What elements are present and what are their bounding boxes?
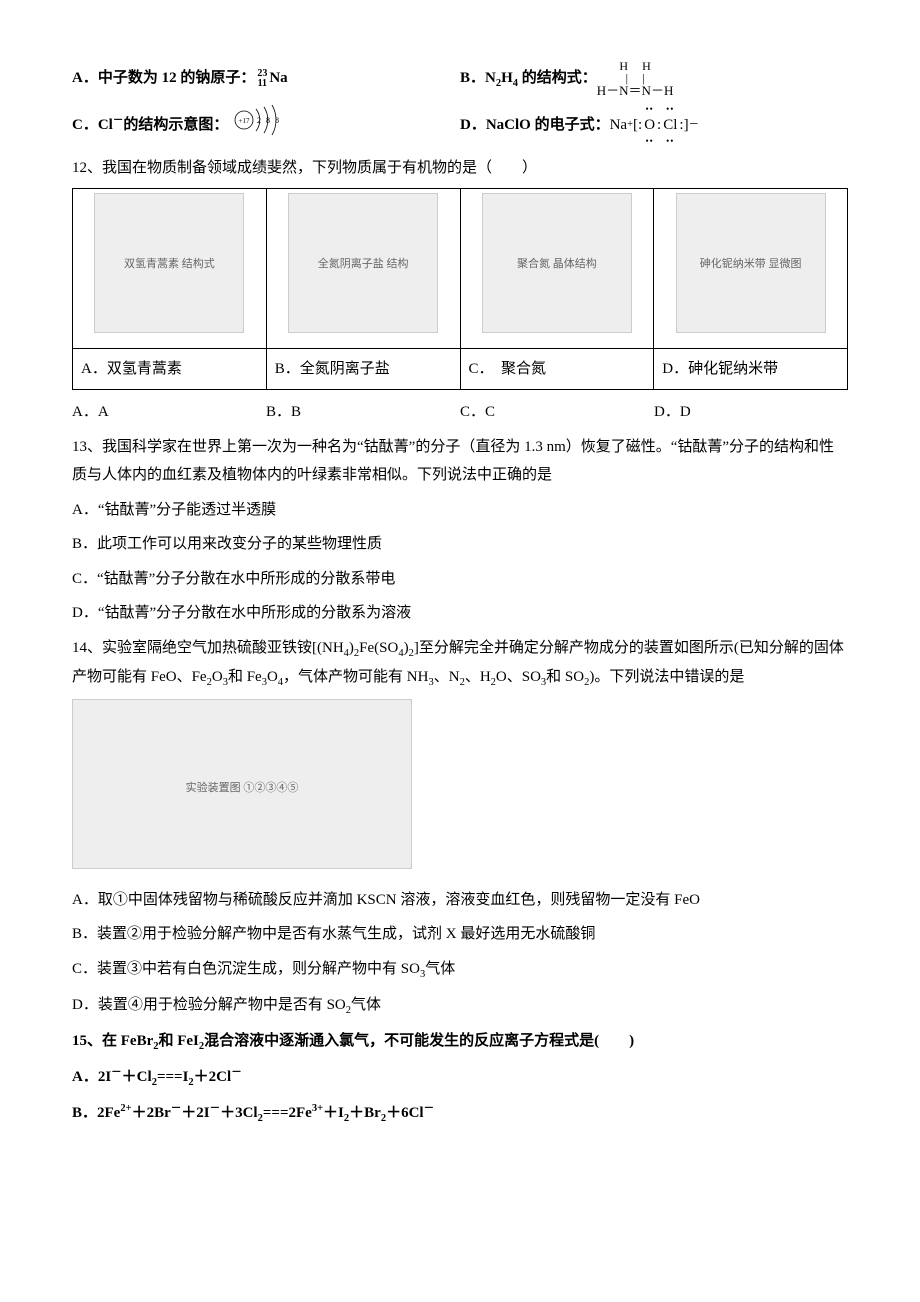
svg-text:8: 8 [275, 116, 279, 125]
cl-anion-diagram: +17 2 8 8 [228, 103, 298, 148]
naclo-lewis: Na+ [ : ••O•• : ••Cl•• : ]－ [610, 111, 699, 140]
q12-stem: 12、我国在物质制备领域成绩斐然，下列物质属于有机物的是（ ） [72, 154, 848, 183]
q13-opt-c: C．“钴酞菁”分子分散在水中所形成的分散系带电 [72, 565, 848, 594]
cl-nucleus: +17 [239, 117, 250, 125]
q11-opt-c: C．Cl－的结构示意图： +17 2 8 8 [72, 103, 460, 148]
q14-opt-d: D．装置④用于检验分解产物中是否有 SO2气体 [72, 991, 848, 1021]
q12-img-a: 双氢青蒿素 结构式 [73, 189, 267, 349]
q11-opt-d: D．NaClO 的电子式： Na+ [ : ••O•• : ••Cl•• : ]… [460, 111, 848, 140]
q12-cell-d: D．砷化铌纳米带 [654, 348, 848, 390]
q11-opt-b: B．N2H4 的结构式： HH || H－N＝N－H [460, 60, 848, 97]
q14-stem: 14、实验室隔绝空气加热硫酸亚铁铵[(NH4)2Fe(SO4)2]至分解完全并确… [72, 634, 848, 694]
q12-cell-c: C． 聚合氮 [460, 348, 654, 390]
q13-opt-d: D．“钴酞菁”分子分散在水中所形成的分散系为溶液 [72, 599, 848, 628]
q12-opt-d: D．D [654, 398, 848, 427]
n2h4-structure: HH || H－N＝N－H [597, 60, 674, 97]
q13-stem: 13、我国科学家在世界上第一次为一种名为“钴酞菁”的分子（直径为 1.3 nm）… [72, 433, 848, 490]
q12-img-c: 聚合氮 晶体结构 [460, 189, 654, 349]
q14-apparatus: 实验装置图 ①②③④⑤ [72, 699, 412, 880]
q12-img-d: 砷化铌纳米带 显微图 [654, 189, 848, 349]
q11-a-text: A．中子数为 12 的钠原子： [72, 64, 255, 93]
q12-opt-a: A．A [72, 398, 266, 427]
q15-opt-b: B．2Fe2+＋2Br－＋2I－＋3Cl2===2Fe3+＋I2＋Br2＋6Cl… [72, 1099, 848, 1129]
svg-text:8: 8 [266, 116, 270, 125]
q12-cell-a: A．双氢青蒿素 [73, 348, 267, 390]
q15-opt-a: A．2I－＋Cl2===I2＋2Cl－ [72, 1063, 848, 1093]
q14-opt-a: A．取①中固体残留物与稀硫酸反应并滴加 KSCN 溶液，溶液变血红色，则残留物一… [72, 886, 848, 915]
q11-c-text: C．Cl－的结构示意图： [72, 111, 228, 140]
q12-opt-b: B．B [266, 398, 460, 427]
q15-stem: 15、在 FeBr2和 FeI2混合溶液中逐渐通入氯气，不可能发生的反应离子方程… [72, 1027, 848, 1057]
q11-row-ab: A．中子数为 12 的钠原子： 23 11 Na B．N2H4 的结构式： HH… [72, 60, 848, 97]
q12-table: 双氢青蒿素 结构式 全氮阴离子盐 结构 聚合氮 晶体结构 砷化铌纳米带 显微图 … [72, 188, 848, 390]
q11-d-text: D．NaClO 的电子式： [460, 111, 610, 140]
q11-b-text: B．N2H4 的结构式： [460, 64, 597, 94]
q13-opt-a: A．“钴酞菁”分子能透过半透膜 [72, 496, 848, 525]
svg-text:2: 2 [257, 116, 261, 125]
q12-opt-c: C．C [460, 398, 654, 427]
q14-opt-b: B．装置②用于检验分解产物中是否有水蒸气生成，试剂 X 最好选用无水硫酸铜 [72, 920, 848, 949]
q12-options: A．A B．B C．C D．D [72, 398, 848, 427]
q12-img-b: 全氮阴离子盐 结构 [266, 189, 460, 349]
q11-opt-a: A．中子数为 12 的钠原子： 23 11 Na [72, 64, 460, 93]
q13-opt-b: B．此项工作可以用来改变分子的某些物理性质 [72, 530, 848, 559]
q14-opt-c: C．装置③中若有白色沉淀生成，则分解产物中有 SO3气体 [72, 955, 848, 985]
q11-row-cd: C．Cl－的结构示意图： +17 2 8 8 D．NaClO 的电子式： Na+… [72, 103, 848, 148]
q12-cell-b: B．全氮阴离子盐 [266, 348, 460, 390]
q11-a-nuclide: 23 11 Na [255, 64, 287, 93]
